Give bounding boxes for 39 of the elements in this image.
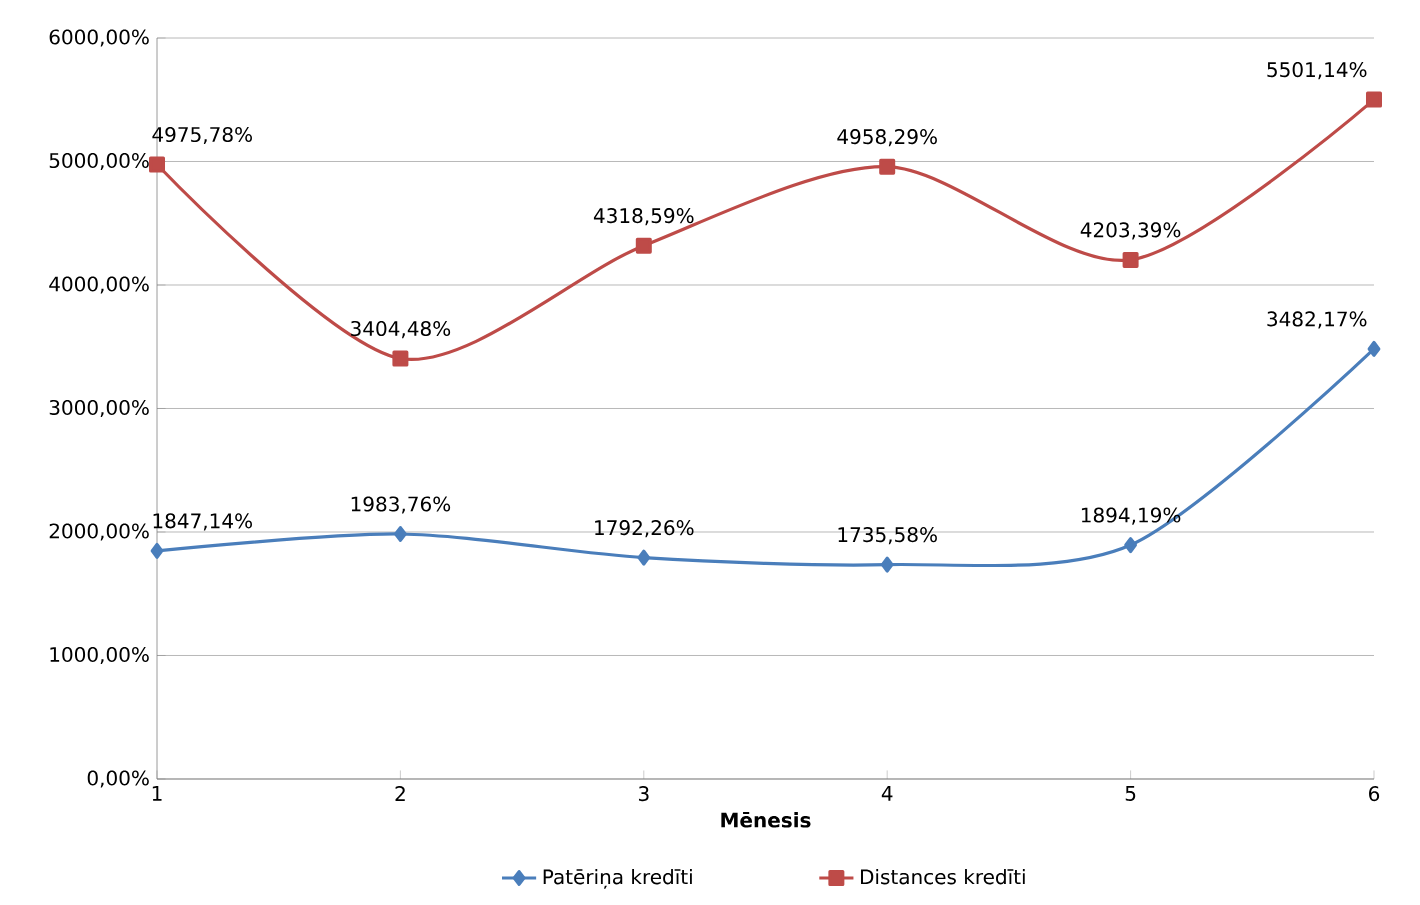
point <box>150 542 164 559</box>
data-label: 4975,78% <box>152 126 252 145</box>
legend-label: Distances kredīti <box>861 868 1025 885</box>
x-tick-label: 3 <box>638 786 649 802</box>
point <box>394 525 407 542</box>
x-tick-label: 1 <box>152 786 162 801</box>
point <box>879 158 896 175</box>
data-label: 4203,39% <box>1080 222 1181 240</box>
y-tick-label: 4000,00% <box>49 276 149 294</box>
data-label: 1735,58% <box>838 527 937 545</box>
data-label: 1792,26% <box>595 520 694 538</box>
x-tick-label: 4 <box>881 786 893 801</box>
y-tick-label: 0,00% <box>87 770 149 788</box>
data-label: 3404,48% <box>351 320 451 339</box>
data-label: 4318,59% <box>593 208 694 226</box>
point <box>637 549 651 566</box>
data-label: 5501,14% <box>1267 62 1367 80</box>
data-label: 1983,76% <box>351 496 451 514</box>
y-tick-label: 2000,00% <box>49 523 149 541</box>
point <box>392 350 409 367</box>
point <box>1122 251 1139 268</box>
legend-label: Patēriņa kredīti <box>543 868 692 889</box>
x-tick-label: 2 <box>395 786 405 801</box>
data-label: 3482,17% <box>1267 311 1367 329</box>
y-tick-label: 6000,00% <box>49 29 149 47</box>
x-axis-title: Mēnesis <box>721 812 811 828</box>
data-label: 4958,29% <box>837 129 937 147</box>
x-tick-label: 5 <box>1125 786 1136 801</box>
x-tick-label: 6 <box>1369 786 1380 802</box>
point <box>635 237 652 254</box>
y-tick-label: 1000,00% <box>50 646 149 665</box>
point <box>1124 537 1137 554</box>
y-tick-label: 3000,00% <box>49 399 149 418</box>
point <box>1365 91 1382 108</box>
data-label: 1847,14% <box>153 513 252 531</box>
point <box>149 156 166 173</box>
point <box>1367 340 1381 357</box>
y-tick-label: 5000,00% <box>49 152 149 171</box>
point <box>880 556 894 573</box>
